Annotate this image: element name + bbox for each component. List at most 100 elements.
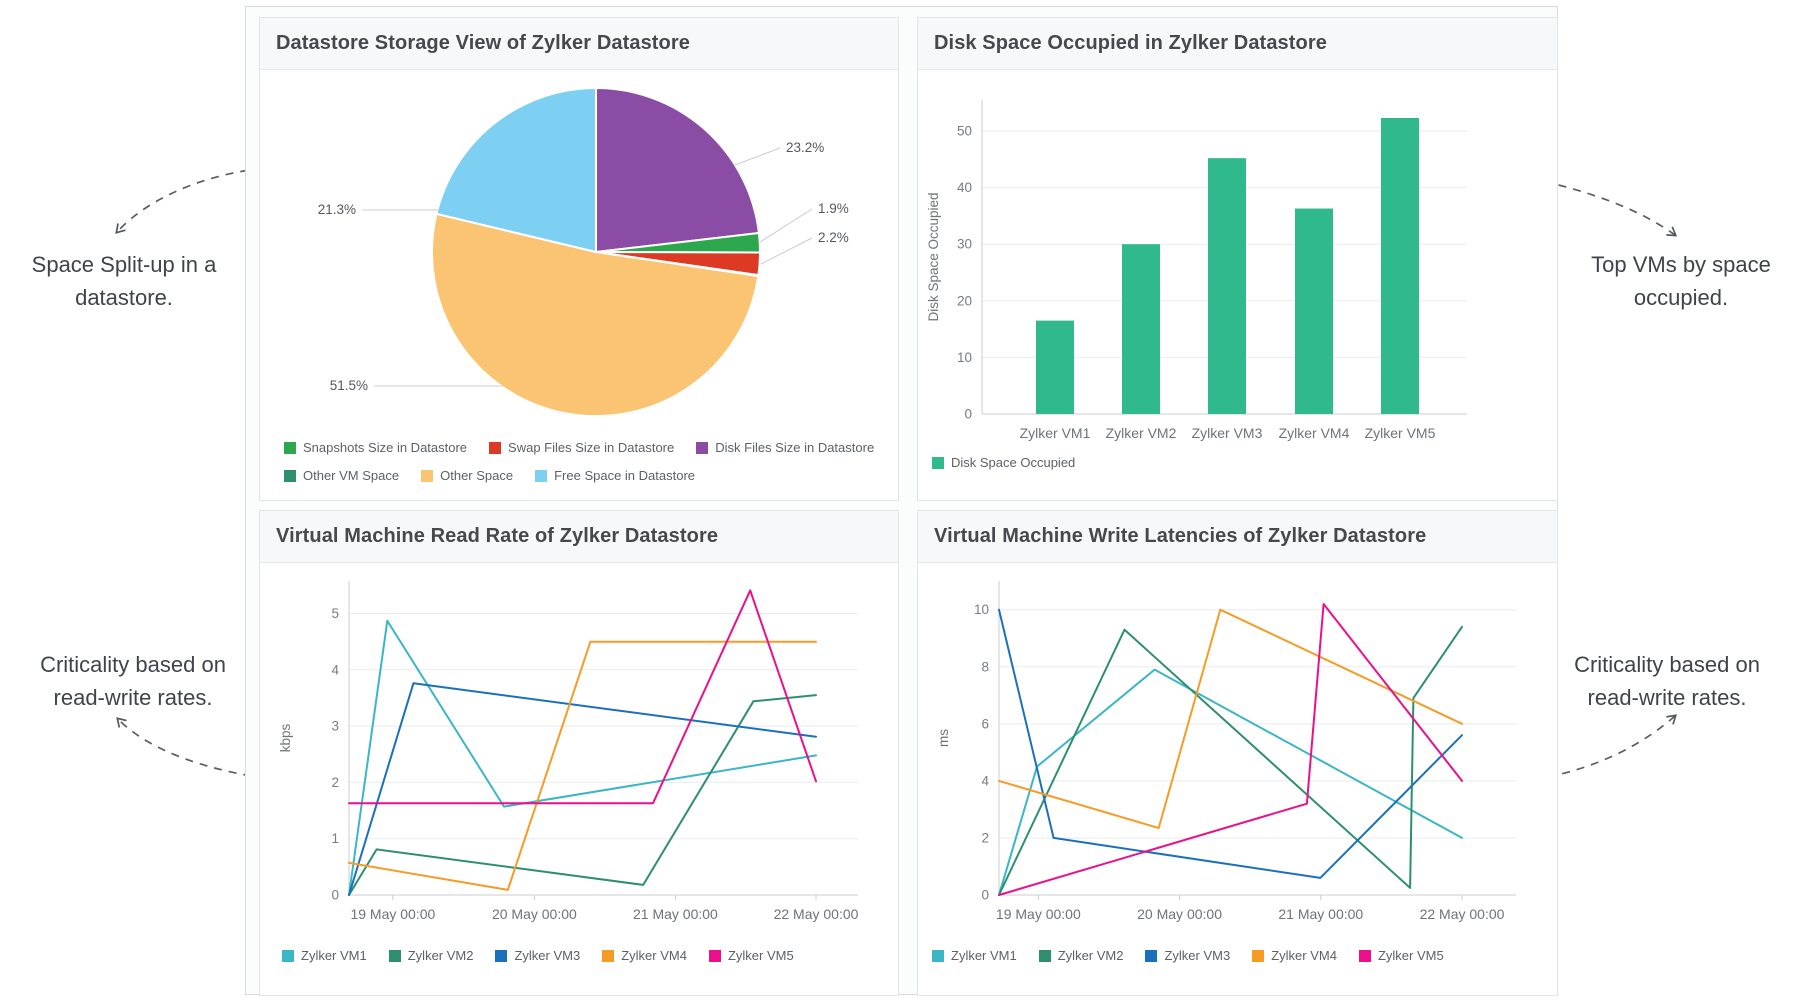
legend-label: Zylker VM2	[407, 948, 474, 963]
legend-item[interactable]: Snapshots Size in Datastore	[284, 440, 467, 455]
card-header: Virtual Machine Write Latencies of Zylke…	[918, 511, 1557, 563]
y-axis-tick-label: 2	[981, 830, 989, 845]
legend-label: Zylker VM1	[951, 948, 1017, 963]
legend-item[interactable]: Zylker VM5	[1358, 948, 1444, 963]
x-axis-category-label: Zylker VM5	[1365, 425, 1436, 441]
y-axis-tick-label: 50	[957, 124, 972, 139]
y-axis-tick-label: 0	[964, 407, 972, 422]
legend-swatch-icon	[284, 469, 296, 482]
legend-swatch-icon	[495, 949, 508, 962]
legend-swatch-icon	[535, 469, 548, 482]
card-vm-read-rate: Virtual Machine Read Rate of Zylker Data…	[259, 510, 899, 996]
y-axis-tick-label: 20	[957, 293, 972, 308]
line-series-zylker-vm4[interactable]	[348, 640, 817, 891]
annotation-top-vms: Top VMs by space occupied.	[1591, 252, 1771, 310]
legend-item[interactable]: Swap Files Size in Datastore	[489, 440, 674, 455]
annotation-criticality-right: Criticality based on read-write rates.	[1574, 652, 1760, 710]
legend-item[interactable]: Zylker VM1	[282, 948, 367, 963]
legend-item[interactable]: Zylker VM4	[1252, 948, 1337, 963]
y-axis-tick-label: 40	[957, 180, 972, 195]
y-axis-tick-label: 4	[981, 773, 989, 788]
line-series-zylker-vm2[interactable]	[348, 694, 817, 896]
bar-zylker-vm3[interactable]	[1208, 158, 1246, 414]
y-axis-tick-label: 30	[957, 237, 972, 252]
y-axis-tick-label: 6	[981, 716, 989, 731]
legend-item[interactable]: Free Space in Datastore	[535, 468, 695, 483]
legend-item[interactable]: Zylker VM5	[708, 948, 794, 963]
legend-label: Zylker VM5	[727, 948, 794, 963]
read-rate-legend: Zylker VM1 Zylker VM2 Zylker VM3 Zylker VM4…	[282, 948, 816, 963]
legend-item[interactable]: Zylker VM3	[495, 948, 580, 963]
legend-swatch-icon	[421, 469, 434, 482]
bar-zylker-vm2[interactable]	[1122, 244, 1160, 414]
line-series-zylker-vm3[interactable]	[998, 608, 1463, 879]
card-datastore-storage-view: Datastore Storage View of Zylker Datasto…	[259, 17, 899, 501]
legend-swatch-icon	[932, 949, 944, 962]
legend-label: Other VM Space	[303, 468, 400, 483]
bar-chart-area: 0 10 20 30 40 50 Zylker VM1 Zylker VM2 Zylker VM…	[918, 70, 1557, 500]
legend-item[interactable]: Disk Space Occupied	[932, 455, 1075, 470]
read-rate-line-chart-svg: 0 1 2 3 4 5 19 May 00:00 20 May 00:00 21 May 00:…	[278, 581, 859, 922]
x-axis-category-label: Zylker VM3	[1192, 425, 1263, 441]
pie-percent-label: 2.2%	[818, 230, 849, 245]
line-series-zylker-vm1[interactable]	[348, 619, 817, 896]
x-axis-tick-label: 19 May 00:00	[350, 906, 435, 922]
pie-legend-row: Snapshots Size in Datastore Swap Files Si…	[284, 440, 896, 455]
legend-label: Zylker VM3	[1164, 948, 1231, 963]
card-title-read-rate: Virtual Machine Read Rate of Zylker Data…	[276, 525, 719, 547]
card-title-disk-space: Disk Space Occupied in Zylker Datastore	[934, 32, 1327, 54]
legend-swatch-icon	[696, 441, 709, 454]
legend-label: Snapshots Size in Datastore	[303, 440, 468, 455]
legend-item[interactable]: Zylker VM4	[602, 948, 687, 963]
line-series-zylker-vm2[interactable]	[998, 625, 1463, 896]
pie-percent-label: 1.9%	[818, 201, 849, 216]
card-header: Disk Space Occupied in Zylker Datastore	[918, 18, 1557, 70]
bar-zylker-vm5[interactable]	[1381, 117, 1419, 414]
legend-item[interactable]: Zylker VM2	[1038, 948, 1124, 963]
pie-slice[interactable]	[431, 212, 760, 418]
annotation-criticality-left: Criticality based on read-write rates.	[40, 652, 226, 710]
pie-legend-row: Other VM Space Other Space Free Space in D…	[284, 468, 896, 483]
legend-label: Zylker VM3	[514, 948, 581, 963]
write-latency-line-chart-svg: 0 2 4 6 8 10 19 May 00:00 20 May 00:00 21 May 00…	[936, 581, 1516, 922]
pie-label-leader-line	[734, 147, 781, 166]
bar-zylker-vm4[interactable]	[1295, 208, 1333, 414]
pie-chart-svg: 23.2% 1.9% 2.2% 51.5% 21.3%	[318, 87, 849, 418]
card-header: Datastore Storage View of Zylker Datasto…	[260, 18, 898, 70]
x-axis-tick-label: 21 May 00:00	[1278, 906, 1363, 922]
legend-item[interactable]: Other Space	[421, 468, 513, 483]
line-series-zylker-vm5[interactable]	[348, 589, 817, 805]
bar-legend: Disk Space Occupied	[932, 455, 1097, 470]
line-series-zylker-vm5[interactable]	[998, 603, 1463, 896]
legend-label: Other Space	[440, 468, 514, 483]
card-vm-write-latencies: Virtual Machine Write Latencies of Zylke…	[917, 510, 1558, 996]
y-axis-tick-label: 3	[331, 719, 339, 734]
line-series-zylker-vm3[interactable]	[348, 682, 817, 896]
legend-item[interactable]: Zylker VM1	[932, 948, 1017, 963]
line-series-zylker-vm1[interactable]	[998, 668, 1463, 896]
pie-percent-label: 51.5%	[330, 378, 368, 393]
legend-label: Zylker VM2	[1057, 948, 1124, 963]
card-disk-space-occupied: Disk Space Occupied in Zylker Datastore …	[917, 17, 1558, 501]
y-axis-title: ms	[936, 729, 951, 747]
line-series-zylker-vm4[interactable]	[998, 608, 1463, 829]
pie-slice[interactable]	[435, 87, 597, 253]
legend-item[interactable]: Zylker VM3	[1145, 948, 1230, 963]
legend-item[interactable]: Zylker VM2	[388, 948, 474, 963]
write-latency-chart-area: 0 2 4 6 8 10 19 May 00:00 20 May 00:00 21 May 00…	[918, 563, 1557, 995]
pie-slice[interactable]	[595, 87, 760, 253]
legend-label: Free Space in Datastore	[554, 468, 696, 483]
y-axis-tick-label: 5	[331, 606, 339, 621]
y-axis-tick-label: 2	[331, 775, 339, 790]
pie-label-leader-line	[759, 208, 813, 243]
y-axis-tick-label: 1	[331, 831, 339, 846]
legend-swatch-icon	[1145, 949, 1158, 962]
x-axis-tick-label: 20 May 00:00	[1137, 906, 1222, 922]
legend-item[interactable]: Disk Files Size in Datastore	[696, 440, 874, 455]
legend-item[interactable]: Other VM Space	[284, 468, 399, 483]
pie-chart-area: 23.2% 1.9% 2.2% 51.5% 21.3% Snapshots Size i…	[260, 70, 898, 500]
legend-label: Disk Files Size in Datastore	[715, 440, 875, 455]
legend-swatch-icon	[708, 949, 721, 962]
bar-zylker-vm1[interactable]	[1036, 320, 1074, 414]
y-axis-tick-label: 8	[981, 659, 989, 674]
